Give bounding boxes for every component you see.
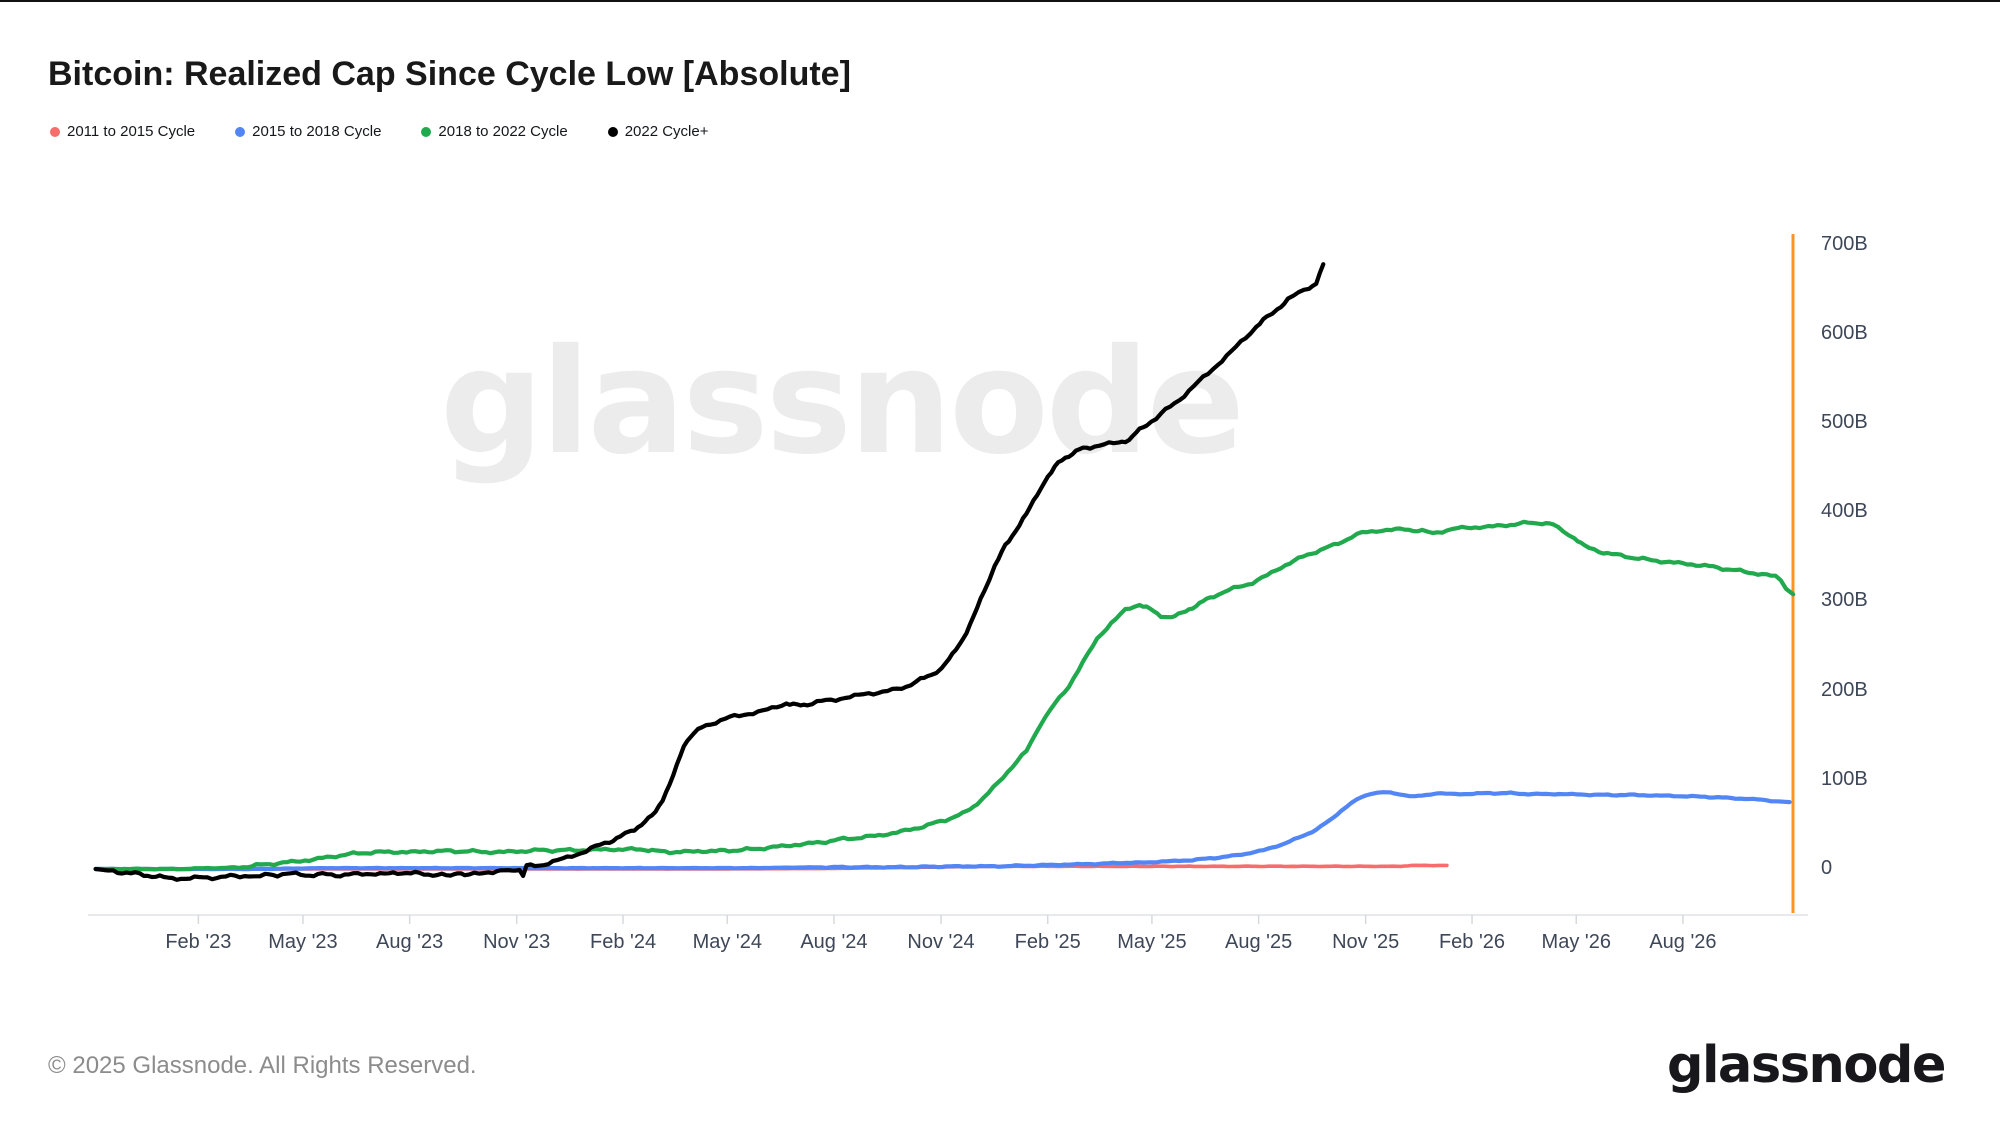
y-axis-label: 200B xyxy=(1821,678,1868,701)
legend-dot-icon xyxy=(235,126,246,137)
y-axis-label: 600B xyxy=(1821,321,1868,344)
y-axis-label: 100B xyxy=(1821,767,1868,790)
x-axis-label: Feb '25 xyxy=(1014,931,1081,953)
x-axis-label: Aug '25 xyxy=(1225,931,1293,953)
legend-item-3[interactable]: 2018 to 2022 Cycle xyxy=(421,123,568,140)
x-axis-label: Nov '24 xyxy=(907,931,975,953)
page-title: Bitcoin: Realized Cap Since Cycle Low [A… xyxy=(48,54,851,93)
series-line-2022-cycle- xyxy=(93,262,1326,882)
x-axis-label: May '23 xyxy=(268,931,338,953)
legend-label: 2011 to 2015 Cycle xyxy=(67,123,196,140)
legend-item-1[interactable]: 2011 to 2015 Cycle xyxy=(50,123,195,140)
legend-dot-icon xyxy=(50,126,60,137)
x-axis-label: May '24 xyxy=(692,931,762,953)
legend-label: 2022 Cycle+ xyxy=(624,123,709,140)
legend-item-4[interactable]: 2022 Cycle+ xyxy=(607,123,709,140)
x-axis-label: Nov '23 xyxy=(483,931,551,953)
legend-label: 2018 to 2022 Cycle xyxy=(438,123,568,140)
x-axis-label: Aug '26 xyxy=(1649,931,1717,953)
legend-item-2[interactable]: 2015 to 2018 Cycle xyxy=(235,123,381,140)
series-line-2018-to-2022-cycle xyxy=(93,519,1796,872)
x-axis-label: Feb '23 xyxy=(165,931,232,953)
y-axis-label: 0 xyxy=(1821,857,1833,879)
y-axis-label: 400B xyxy=(1821,500,1868,523)
x-axis-label: Feb '26 xyxy=(1438,931,1506,953)
x-axis-label: Aug '24 xyxy=(800,931,868,953)
legend-dot-icon xyxy=(607,126,618,137)
x-axis-label: Feb '24 xyxy=(589,931,657,953)
legend-dot-icon xyxy=(421,126,432,137)
glassnode-logo: glassnode xyxy=(1666,1036,1947,1095)
y-axis-label: 700B xyxy=(1821,232,1868,255)
page-top-border xyxy=(0,0,2000,2)
y-axis-label: 300B xyxy=(1821,589,1868,612)
glassnode-watermark: glassnode xyxy=(440,318,1245,487)
legend-label: 2015 to 2018 Cycle xyxy=(252,123,382,140)
x-axis-label: May '26 xyxy=(1541,931,1611,953)
copyright-notice: © 2025 Glassnode. All Rights Reserved. xyxy=(48,1052,477,1079)
chart-legend: 2011 to 2015 Cycle 2015 to 2018 Cycle 2018… xyxy=(50,123,709,140)
y-axis-label: 500B xyxy=(1821,411,1868,433)
x-axis-label: Aug '23 xyxy=(376,931,444,953)
x-axis-label: Nov '25 xyxy=(1332,931,1400,953)
x-axis-label: May '25 xyxy=(1117,931,1187,953)
series-line-2015-to-2018-cycle xyxy=(93,790,1792,872)
